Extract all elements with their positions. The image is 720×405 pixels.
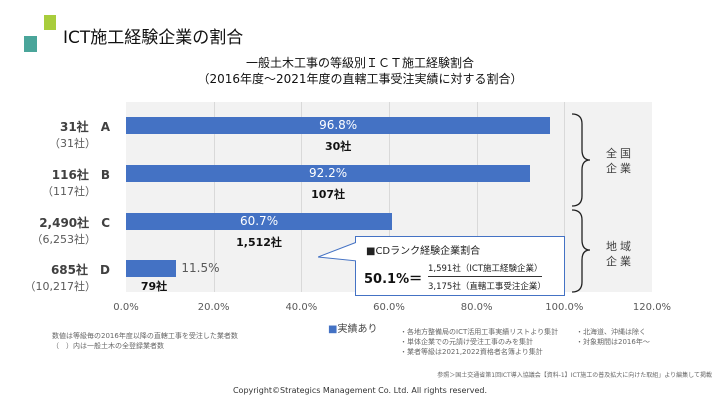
annotation-value: 50.1%＝ (364, 272, 423, 287)
category-registered-label: （31社） (49, 137, 96, 150)
x-tick-label: 100.0% (545, 302, 584, 313)
group-label-regional: 地域 企業 (606, 240, 634, 268)
bar-B (126, 164, 531, 182)
x-tick-label: 120.0% (632, 302, 672, 313)
bar-value-label: 96.8% (319, 118, 358, 132)
bar-value-label: 11.5% (181, 261, 220, 276)
bar-C (126, 212, 393, 230)
category-registered-label: （6,253社） (31, 232, 97, 246)
notes-right: ・北海道、沖縄は除く ・対象期間は2016年～ (576, 328, 650, 346)
source-note: 参照＞国土交通省第1回ICT導入協議会【資料-1】ICT施工の普及拡大に向けた取… (437, 372, 712, 379)
brace-icons (571, 113, 591, 293)
group-label-national: 全国 企業 (606, 147, 634, 175)
bar-count-label: 1,512社 (236, 235, 282, 249)
chart-title: 一般土木工事の等級別ＩＣＴ施工経験割合 (245, 56, 474, 70)
gridline (213, 102, 215, 292)
notes-left: 数値は等級毎の2016年度以降の直轄工事を受注した業者数（ ）内は一般土木の全登… (52, 332, 238, 350)
gridline (301, 102, 303, 292)
annotation-heading: ■CDランク経験企業割合 (366, 246, 481, 257)
gridline (389, 102, 390, 292)
annotation-callout: ■CDランク経験企業割合 50.1%＝ 1,591社（ICT施工経験企業） 3,… (318, 236, 565, 296)
page-title: ICT施工経験企業の割合 (63, 28, 244, 48)
x-tick-label: 60.0% (373, 302, 405, 313)
logo-square-teal (24, 36, 37, 52)
bar-count-label: 79社 (140, 280, 168, 294)
bar-D (126, 260, 177, 278)
gridline (476, 102, 478, 292)
category-label: 116社 B (51, 167, 110, 182)
logo-square-green (44, 15, 56, 30)
category-registered-label: （10,217社） (24, 280, 97, 294)
bar-value-label: 92.2% (309, 165, 348, 180)
bar-A (126, 117, 551, 134)
gridline (564, 102, 566, 292)
x-tick-label: 40.0% (285, 302, 318, 313)
x-tick-label: 0.0% (113, 302, 139, 313)
bar-count-label: 30社 (324, 140, 352, 153)
annotation-numerator: 1,591社（ICT施工経験企業） (428, 262, 543, 277)
legend: ■実績あり (328, 324, 378, 335)
copyright: Copyright©Strategics Management Co. Ltd.… (232, 386, 488, 395)
category-label: 2,490社 C (39, 215, 110, 230)
category-label: 31社 A (59, 120, 110, 134)
x-tick-label: 20.0% (197, 302, 230, 313)
bar-value-label: 60.7% (239, 213, 279, 228)
category-registered-label: （117社） (42, 184, 96, 198)
chart-subtitle: （2016年度～2021年度の直轄工事受注実績に対する割合） (197, 72, 523, 86)
category-label: 685社 D (50, 263, 110, 278)
notes-mid: ・各地方整備局のICT活用工事実績リストより集計 ・単体企業での元請け受注工事のみ… (400, 328, 559, 356)
annotation-denominator: 3,175社（直轄工事受注企業） (428, 282, 546, 292)
x-tick-label: 80.0% (460, 302, 493, 313)
bar-count-label: 107社 (311, 187, 346, 201)
